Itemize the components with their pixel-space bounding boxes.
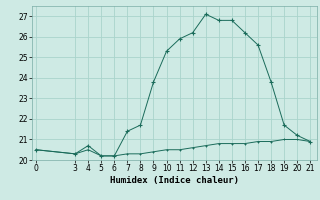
X-axis label: Humidex (Indice chaleur): Humidex (Indice chaleur) bbox=[110, 176, 239, 185]
